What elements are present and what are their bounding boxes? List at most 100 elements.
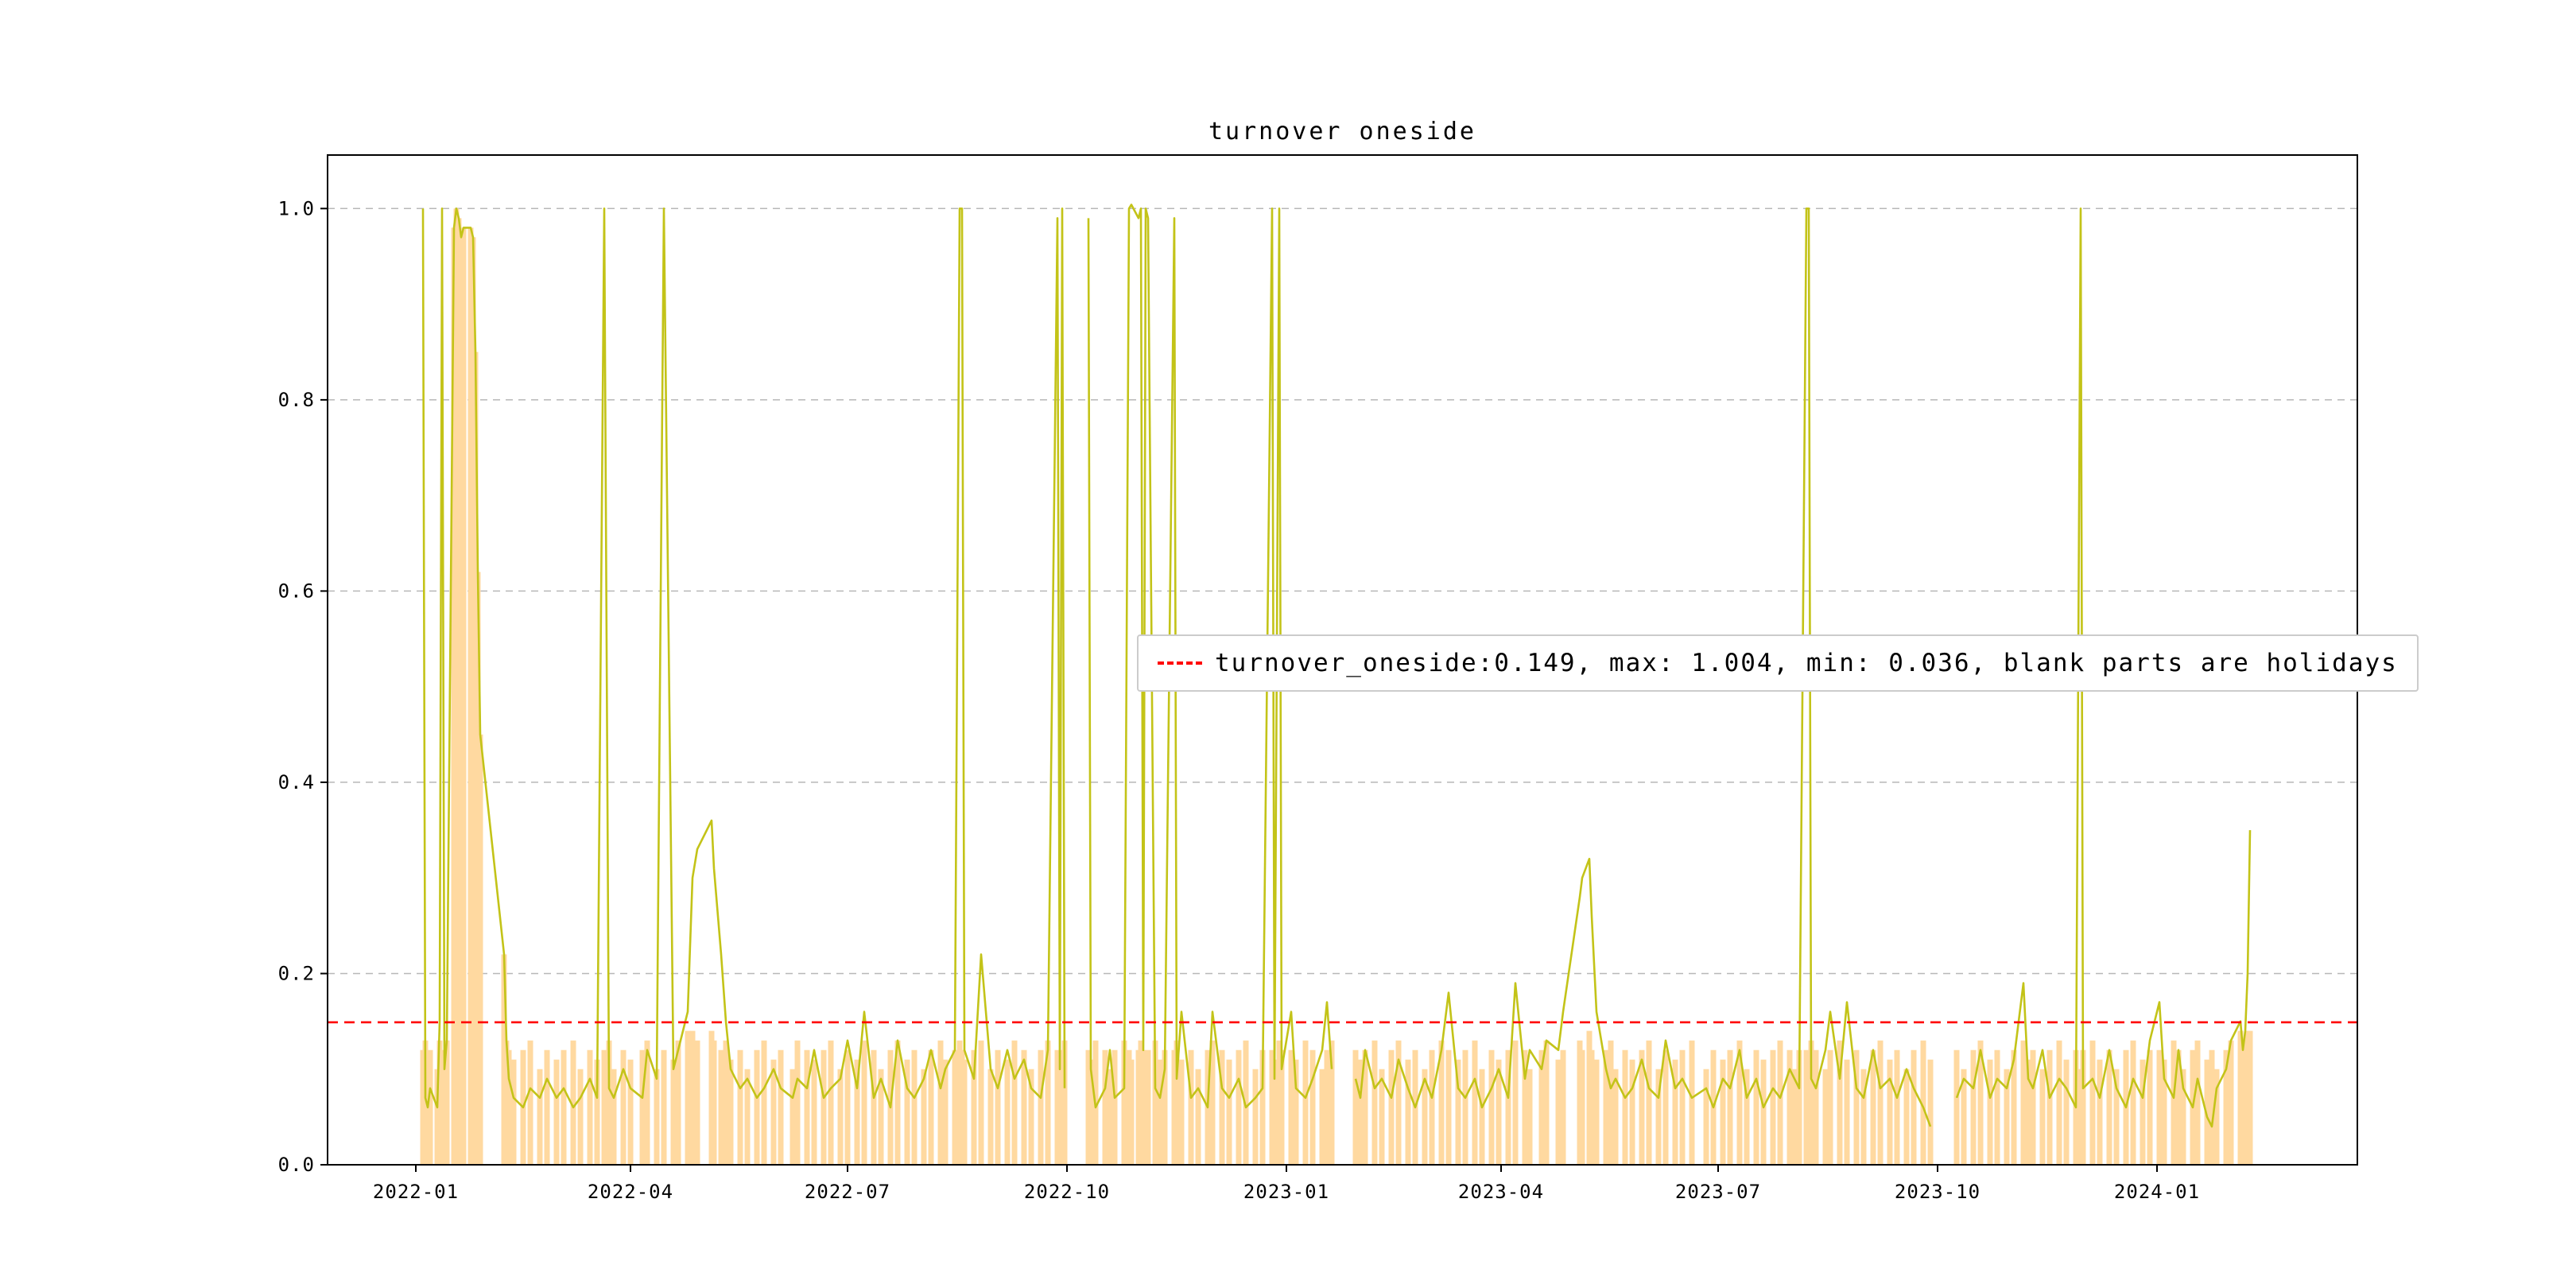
turnover-bar (2020, 1040, 2027, 1165)
turnover-bar (1844, 1059, 1850, 1165)
turnover-bar (1309, 1049, 1316, 1165)
turnover-bar (854, 1059, 860, 1165)
turnover-bar (1796, 1049, 1802, 1165)
turnover-bar (2194, 1040, 2201, 1165)
turnover-bar (1319, 1069, 1325, 1165)
turnover-bar (1505, 1049, 1511, 1165)
turnover-bar (1646, 1040, 1652, 1165)
turnover-bar (789, 1069, 796, 1165)
turnover-bar (601, 1049, 607, 1165)
turnover-bar (1555, 1059, 1562, 1165)
turnover-bar (1429, 1049, 1435, 1165)
turnover-bar (611, 1069, 617, 1165)
turnover-bar (794, 1040, 801, 1165)
turnover-bar (1226, 1059, 1232, 1165)
turnover-bar (1977, 1040, 1984, 1165)
turnover-bar (2228, 1040, 2234, 1165)
turnover-bar (1629, 1059, 1635, 1165)
turnover-bar (1045, 1040, 1051, 1165)
turnover-bar (1379, 1069, 1385, 1165)
turnover-bar (928, 1049, 934, 1165)
turnover-bar (1209, 1040, 1216, 1165)
turnover-bar (894, 1040, 901, 1165)
turnover-bar (1195, 1069, 1201, 1165)
turnover-bar (1102, 1049, 1108, 1165)
turnover-bar (754, 1049, 760, 1165)
turnover-bar (1472, 1040, 1478, 1165)
turnover-bar (1028, 1069, 1034, 1165)
turnover-bar (744, 1069, 751, 1165)
y-tick-label: 0.4 (278, 771, 315, 793)
turnover-bar (1174, 1040, 1180, 1165)
turnover-bar (1593, 1059, 1600, 1165)
turnover-bar (1822, 1069, 1829, 1165)
turnover-bar (1903, 1069, 1910, 1165)
turnover-bar (1362, 1049, 1368, 1165)
turnover-bar (1961, 1069, 1967, 1165)
turnover-bar (1219, 1049, 1225, 1165)
x-tick-label: 2024-01 (2114, 1181, 2200, 1203)
turnover-bar (1787, 1049, 1793, 1165)
turnover-bar (1324, 1049, 1330, 1165)
turnover-bar (1970, 1049, 1977, 1165)
turnover-bar (1622, 1049, 1628, 1165)
turnover-bar (537, 1069, 543, 1165)
turnover-bar (1662, 1049, 1669, 1165)
x-tick-label: 2023-10 (1895, 1181, 1980, 1203)
turnover-bar (1479, 1069, 1485, 1165)
turnover-bar (639, 1049, 646, 1165)
turnover-bar (1655, 1069, 1662, 1165)
turnover-bar (644, 1040, 650, 1165)
turnover-bar (1259, 1049, 1266, 1165)
turnover-bar (1777, 1040, 1783, 1165)
x-tick-label: 2023-04 (1458, 1181, 1544, 1203)
turnover-bar (921, 1069, 927, 1165)
turnover-bar (1455, 1059, 1461, 1165)
x-tick-label: 2022-10 (1024, 1181, 1110, 1203)
turnover-bar (1887, 1059, 1893, 1165)
turnover-bar (811, 1059, 817, 1165)
turnover-bar (2113, 1069, 2120, 1165)
turnover-bar (1672, 1059, 1678, 1165)
turnover-bar (2030, 1049, 2036, 1165)
turnover-bar (1329, 1040, 1335, 1165)
turnover-bar (1603, 1049, 1609, 1165)
turnover-bar (570, 1040, 576, 1165)
turnover-bar (1727, 1049, 1733, 1165)
turnover-bar (1371, 1040, 1378, 1165)
turnover-bar (444, 1040, 450, 1165)
turnover-bar (1162, 1049, 1168, 1165)
turnover-bar (2213, 1069, 2220, 1165)
turnover-bar (942, 1059, 949, 1165)
y-tick-label: 0.2 (278, 963, 315, 985)
turnover-bar (1560, 1049, 1566, 1165)
turnover-bar (477, 734, 483, 1165)
turnover-bar (1178, 1059, 1185, 1165)
turnover-bar (1021, 1049, 1027, 1165)
turnover-bar (553, 1059, 560, 1165)
turnover-bar (2089, 1040, 2096, 1165)
turnover-bar (2156, 1049, 2163, 1165)
x-tick-label: 2022-07 (805, 1181, 890, 1203)
turnover-bar (1445, 1049, 1452, 1165)
turnover-bar (1004, 1059, 1011, 1165)
turnover-bar (1405, 1059, 1411, 1165)
turnover-bar (561, 1049, 567, 1165)
turnover-bar (2247, 1030, 2253, 1165)
turnover-bar (961, 1059, 968, 1165)
turnover-bar (1808, 1040, 1814, 1165)
turnover-bar (587, 1049, 593, 1165)
turnover-bar (1543, 1040, 1550, 1165)
turnover-bar (1271, 1059, 1278, 1165)
turnover-bar (1512, 1040, 1519, 1165)
turnover-bar (1395, 1040, 1402, 1165)
turnover-bar (527, 1040, 533, 1165)
turnover-bar (2209, 1049, 2215, 1165)
turnover-bar (1252, 1069, 1259, 1165)
turnover-bar (1243, 1040, 1249, 1165)
turnover-bar (2011, 1049, 2017, 1165)
turnover-bar (2171, 1040, 2177, 1165)
y-tick-label: 1.0 (278, 197, 315, 219)
turnover-bar (911, 1049, 918, 1165)
turnover-bar (828, 1040, 834, 1165)
